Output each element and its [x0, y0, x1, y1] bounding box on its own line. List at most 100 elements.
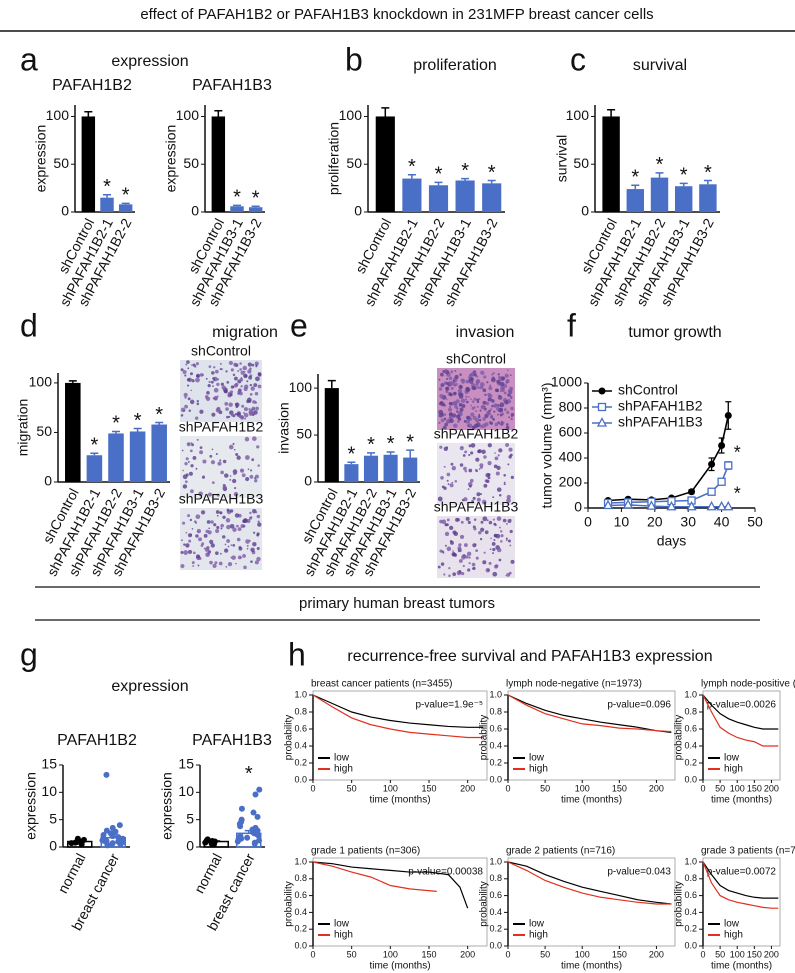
cell: [451, 465, 457, 471]
cell: [246, 544, 249, 547]
cell: [478, 531, 482, 535]
significance-marker: *: [488, 162, 496, 184]
cell: [505, 423, 509, 426]
point: [688, 488, 696, 496]
cell: [493, 372, 495, 374]
cell: [473, 373, 477, 377]
cell: [453, 383, 457, 387]
cell: [235, 452, 239, 456]
point: [80, 836, 87, 843]
cell: [454, 405, 458, 409]
point: [109, 824, 116, 831]
cell: [226, 415, 229, 419]
panel-letter: c: [570, 41, 586, 77]
point: [209, 837, 216, 844]
y-tick-label: 1.0: [684, 689, 697, 699]
chart-title: PAFAH1B2: [52, 77, 132, 94]
cell: [502, 518, 507, 523]
cell: [500, 534, 504, 538]
cell: [479, 409, 482, 412]
cell: [459, 463, 464, 467]
cell: [189, 518, 193, 522]
cell: [248, 375, 253, 380]
cell: [496, 516, 502, 521]
cell: [228, 360, 233, 366]
cell: [483, 551, 486, 554]
cell: [232, 442, 235, 445]
cell: [465, 400, 469, 404]
y-tick-label: 0.6: [489, 723, 502, 733]
cell: [196, 438, 199, 441]
error-bar: [68, 380, 77, 383]
y-axis-label: expression: [23, 772, 39, 840]
cell: [508, 416, 510, 419]
cell: [187, 397, 191, 401]
x-tick-label: 150: [747, 949, 762, 959]
cell: [457, 546, 462, 551]
cell: [193, 520, 197, 523]
x-tick-label: 200: [649, 949, 664, 959]
cell: [250, 386, 255, 391]
cell: [458, 384, 463, 390]
cell: [448, 381, 452, 385]
point: [100, 831, 107, 838]
cell: [467, 520, 471, 525]
x-tick-label: 0: [310, 949, 315, 959]
cell: [440, 383, 445, 388]
chart-title: proliferation: [413, 57, 497, 74]
cell: [485, 410, 491, 416]
y-tick-label: 50: [36, 423, 52, 439]
x-tick-label: 0: [700, 949, 705, 959]
cell: [437, 496, 443, 502]
cell: [498, 558, 502, 562]
cell: [487, 473, 491, 477]
cell: [501, 376, 506, 381]
cell: [191, 561, 195, 565]
cell: [212, 397, 215, 400]
cell: [188, 460, 190, 463]
cell: [440, 475, 444, 480]
significance-marker: *: [122, 185, 130, 207]
cell: [482, 388, 487, 393]
chart-title: PAFAH1B2: [57, 732, 137, 749]
cell: [192, 564, 195, 567]
y-tick-label: 50: [53, 155, 69, 171]
cell: [473, 527, 477, 531]
cell: [186, 360, 190, 364]
cell: [458, 559, 463, 563]
cell: [190, 464, 194, 468]
y-tick-label: 50: [573, 155, 589, 171]
cell: [486, 519, 489, 522]
cell: [237, 390, 242, 394]
cell: [451, 413, 457, 418]
cell: [494, 422, 499, 427]
cell: [250, 560, 253, 563]
legend-label: high: [529, 764, 548, 775]
cell: [508, 455, 512, 459]
cell: [505, 380, 509, 384]
cell: [454, 480, 458, 483]
y-tick-label: 0.4: [684, 740, 697, 750]
y-tick-label: 0.6: [294, 890, 307, 900]
cell: [448, 401, 453, 406]
y-axis-label: probability: [284, 881, 295, 927]
point: [256, 837, 263, 844]
y-axis-label: expression: [163, 125, 179, 193]
cell: [243, 412, 249, 418]
cell: [187, 514, 191, 518]
cell: [439, 445, 443, 449]
chart-title: tumor growth: [628, 324, 721, 341]
point: [708, 460, 716, 468]
survival-curve: [702, 694, 779, 747]
cell: [228, 444, 234, 450]
y-tick-label: 100: [46, 107, 70, 123]
cell: [205, 396, 211, 401]
cell: [230, 544, 233, 547]
error-bar: [103, 194, 111, 198]
cell: [222, 535, 226, 539]
cell: [241, 404, 245, 408]
cell: [476, 492, 481, 497]
cell: [481, 499, 487, 505]
cell: [495, 471, 500, 476]
x-tick-label: 10: [614, 514, 630, 530]
